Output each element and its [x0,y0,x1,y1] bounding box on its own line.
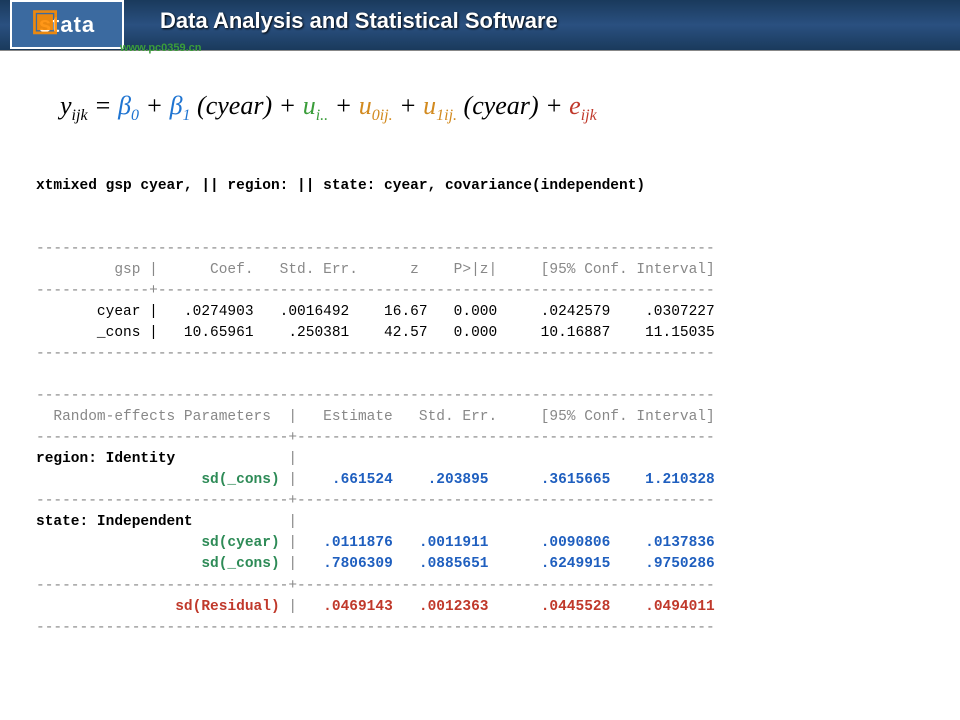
rule: ----------------------------------------… [36,388,715,404]
region-sd-row: sd(_cons) | .661524 .203895 .3615665 1.2… [36,472,715,488]
watermark-icon: ▣ [15,0,75,40]
header-title: Data Analysis and Statistical Software [160,8,558,34]
rule: ----------------------------------------… [36,346,715,362]
random-header: Random-effects Parameters | Estimate Std… [36,409,715,425]
fixed-row-cyear: cyear | .0274903 .0016492 16.67 0.000 .0… [36,304,715,320]
rule: ----------------------------------------… [36,620,715,636]
eq-plus: + [399,91,423,120]
rule-sep: -------------+--------------------------… [36,283,715,299]
command-line: xtmixed gsp cyear, || region: || state: … [36,178,645,194]
eq-plus: + [279,91,303,120]
eq-paren: ( [464,91,473,120]
eq-plus: + [146,91,170,120]
eq-u0-state: u0ij. [359,91,393,120]
fixed-row-cons: _cons | 10.65961 .250381 42.57 0.000 10.… [36,325,715,341]
watermark-url: www.pc0359.cn [120,42,202,54]
eq-residual: eijk [569,91,597,120]
eq-paren-close: ) [530,91,539,120]
eq-u1-state: u1ij. [423,91,457,120]
eq-beta0: β0 [118,91,139,120]
eq-equals: = [94,91,118,120]
region-line: region: Identity | [36,451,297,467]
eq-plus: + [335,91,359,120]
state-sd-cons-row: sd(_cons) | .7806309 .0885651 .6249915 .… [36,556,715,572]
stata-output: xtmixed gsp cyear, || region: || state: … [36,155,930,638]
eq-paren-close: ) [263,91,272,120]
eq-beta1: β1 [170,91,191,120]
fixed-header: gsp | Coef. Std. Err. z P>|z| [95% Conf.… [36,262,715,278]
rule-sep: -----------------------------+----------… [36,578,715,594]
rule: ----------------------------------------… [36,241,715,257]
eq-paren: ( [197,91,206,120]
rule-sep: -----------------------------+----------… [36,493,715,509]
state-line: state: Independent | [36,514,297,530]
eq-plus: + [545,91,569,120]
eq-cyear2: cyear [472,91,530,120]
residual-row: sd(Residual) | .0469143 .0012363 .044552… [36,599,715,615]
eq-cyear1: cyear [206,91,264,120]
eq-u-region: ui.. [303,91,328,120]
model-equation: yijk = β0 + β1 (cyear) + ui.. + u0ij. + … [60,91,930,125]
eq-lhs: yijk [60,91,88,120]
rule-sep: -----------------------------+----------… [36,430,715,446]
state-sd-cyear-row: sd(cyear) | .0111876 .0011911 .0090806 .… [36,535,715,551]
